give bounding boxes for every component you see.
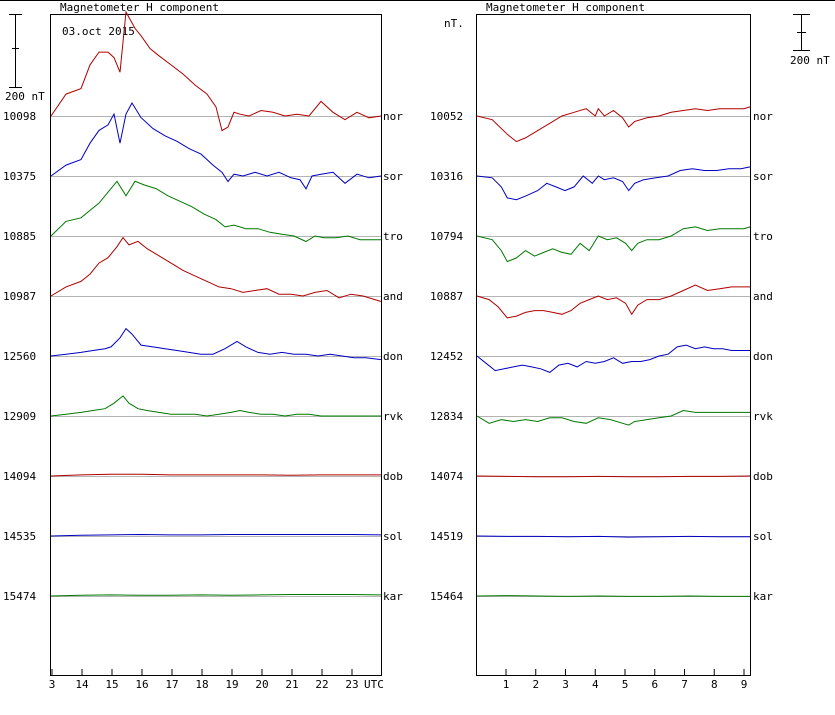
left-panel-title: Magnetometer H component [60,1,219,14]
left-scale-bar [9,14,22,88]
x-tick-label-1-8: 9 [741,678,748,691]
series-nor-0 [50,10,382,132]
baseline-value-1-6: 14074 [430,470,463,483]
station-label-sol-0: sol [383,530,403,543]
x-tick-label-0-6: 19 [225,678,238,691]
series-dob-1 [476,475,751,478]
x-tick-label-1-3: 4 [592,678,599,691]
baseline-value-0-0: 10098 [3,110,36,123]
x-tick-label-0-7: 20 [255,678,268,691]
station-label-dob-0: dob [383,470,403,483]
x-tick-label-0-1: 14 [75,678,89,691]
x-tick-label-0-5: 18 [195,678,208,691]
labels-layer: 10098 10375 10885 10987 12560 12909 14094 14535… [3,110,773,603]
station-label-sol-1: sol [753,530,773,543]
x-tick-label-0-9: 22 [315,678,328,691]
baseline-value-0-1: 10375 [3,170,36,183]
x-tick-label-1-6: 7 [681,678,688,691]
station-label-nor-0: nor [383,110,403,123]
x-tick-label-1-4: 5 [622,678,629,691]
left-scale-label: 200 nT [5,90,45,103]
series-dob-0 [50,473,381,477]
station-label-rvk-1: rvk [753,410,773,423]
series-rvk-0 [50,395,381,417]
right-scale-label: 200 nT [790,54,830,67]
series-don-1 [476,344,750,373]
baseline-value-1-0: 10052 [430,110,463,123]
station-label-tro-0: tro [383,230,403,243]
right-panel-frame [476,14,751,676]
x-tick-label-0-8: 21 [285,678,298,691]
baseline-value-0-4: 12560 [3,350,36,363]
series-sor-0 [50,102,382,190]
baseline-value-1-7: 14519 [430,530,463,543]
baseline-value-1-8: 15464 [430,590,463,603]
series-sor-1 [476,166,751,201]
baseline-value-1-3: 10887 [430,290,463,303]
series-layer [50,10,751,597]
baseline-value-0-3: 10987 [3,290,36,303]
x-tick-label-0-0: 3 [49,678,56,691]
x-tick-label-0-2: 15 [105,678,118,691]
station-label-kar-1: kar [753,590,773,603]
station-label-and-1: and [753,290,773,303]
baseline-value-1-1: 10316 [430,170,463,183]
series-kar-0 [50,594,382,597]
baseline-value-0-2: 10885 [3,230,36,243]
series-and-1 [476,284,750,319]
series-and-0 [50,236,382,302]
station-label-don-1: don [753,350,773,363]
right-panel-title: Magnetometer H component [486,1,645,14]
series-tro-0 [50,180,381,243]
station-label-dob-1: dob [753,470,773,483]
ticks-layer: 3 14 15 16 17 18 19 20 21 22 23 1 2 3 4 5 6 7 8 9 [49,669,748,691]
series-sol-1 [476,535,750,538]
right-scale-bar [793,14,810,51]
utc-label: UTC [364,678,384,691]
x-tick-label-0-3: 16 [135,678,148,691]
x-tick-label-0-10: 23 [345,678,358,691]
x-tick-label-1-5: 6 [651,678,658,691]
baseline-value-1-2: 10794 [430,230,463,243]
baseline-value-0-8: 15474 [3,590,36,603]
left-panel-frame [50,14,382,676]
series-tro-1 [476,226,751,263]
station-label-kar-0: kar [383,590,403,603]
series-rvk-1 [476,409,750,426]
station-label-don-0: don [383,350,403,363]
x-tick-label-1-7: 8 [711,678,718,691]
unit-label: nT. [444,17,464,30]
station-label-and-0: and [383,290,403,303]
x-tick-label-1-2: 3 [562,678,569,691]
station-label-sor-0: sor [383,170,403,183]
baseline-value-1-5: 12834 [430,410,463,423]
station-label-nor-1: nor [753,110,773,123]
x-tick-label-0-4: 17 [165,678,178,691]
baseline-value-0-5: 12909 [3,410,36,423]
x-tick-label-1-1: 2 [532,678,539,691]
series-kar-1 [476,595,750,597]
x-tick-label-1-0: 1 [503,678,510,691]
station-label-sor-1: sor [753,170,773,183]
station-label-rvk-0: rvk [383,410,403,423]
station-label-tro-1: tro [753,230,773,243]
baseline-value-0-6: 14094 [3,470,36,483]
baseline-value-0-7: 14535 [3,530,36,543]
series-don-0 [50,327,382,361]
date-label: 03.oct 2015 [62,25,135,38]
series-sol-0 [50,533,382,537]
series-nor-1 [476,106,751,143]
baseline-value-1-4: 12452 [430,350,463,363]
